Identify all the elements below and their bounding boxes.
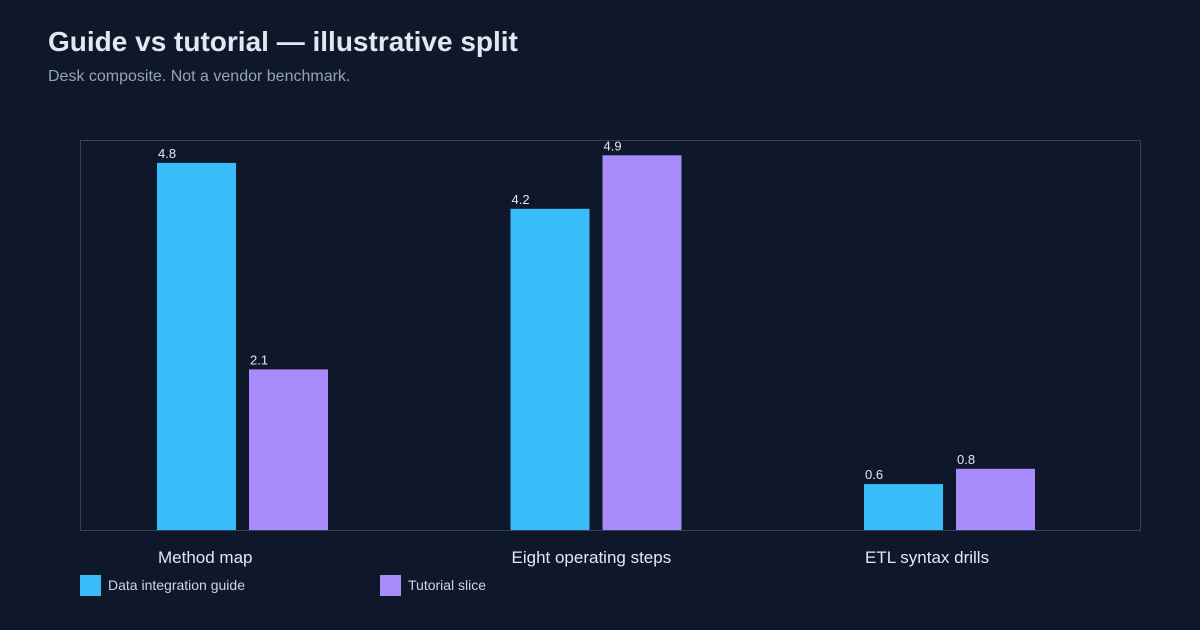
legend-swatch-series-1 <box>80 574 101 596</box>
bar-series-2-cat-2[interactable] <box>602 155 682 531</box>
legend-item-series-2[interactable]: Tutorial slice <box>380 574 486 596</box>
bar-series-2-cat-3[interactable] <box>956 468 1035 530</box>
value-label-series-2-cat-3: 0.8 <box>957 452 975 467</box>
bars-layer <box>157 155 1035 531</box>
value-label-series-2-cat-2: 4.9 <box>604 138 622 153</box>
category-label-2: Eight operating steps <box>512 548 672 567</box>
value-label-series-2-cat-1: 2.1 <box>250 352 268 367</box>
bar-series-2-cat-1[interactable] <box>249 369 328 530</box>
legend-swatch-series-2 <box>380 574 401 596</box>
category-labels-layer: Method map Eight operating steps ETL synta… <box>158 548 989 567</box>
legend: Data integration guide Tutorial slice <box>80 574 1140 596</box>
bar-series-1-cat-2[interactable] <box>510 208 590 531</box>
category-label-1: Method map <box>158 548 253 567</box>
legend-item-series-1[interactable]: Data integration guide <box>80 574 245 596</box>
value-labels-layer: 4.8 2.1 4.2 4.9 0.6 0.8 <box>158 138 975 482</box>
value-label-series-1-cat-1: 4.8 <box>158 146 176 161</box>
bar-series-1-cat-1[interactable] <box>157 162 236 530</box>
value-label-series-1-cat-2: 4.2 <box>512 192 530 207</box>
category-label-3: ETL syntax drills <box>865 548 989 567</box>
chart-title: Guide vs tutorial — illustrative split <box>48 26 518 57</box>
bar-series-1-cat-3[interactable] <box>864 484 943 530</box>
legend-label-series-1: Data integration guide <box>108 577 245 593</box>
value-label-series-1-cat-3: 0.6 <box>865 467 883 482</box>
chart-subtitle: Desk composite. Not a vendor benchmark. <box>48 68 351 85</box>
legend-label-series-2: Tutorial slice <box>408 577 487 593</box>
plot-area <box>80 140 1141 531</box>
